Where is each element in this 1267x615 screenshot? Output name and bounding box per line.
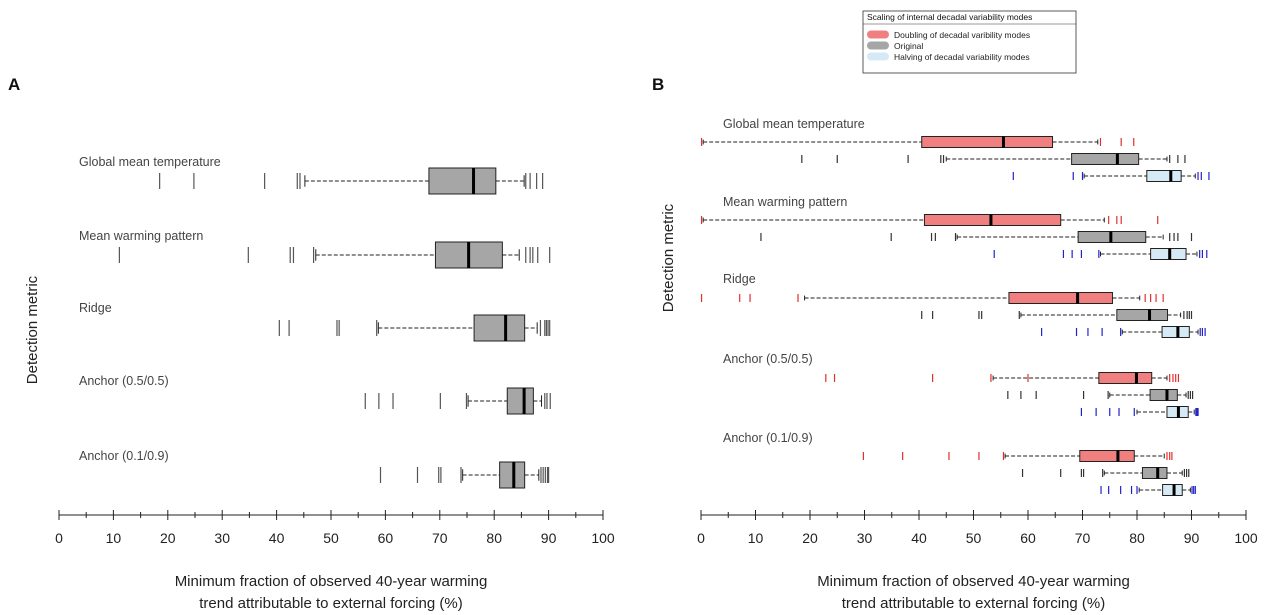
box-iqr [1161,326,1190,338]
box-iqr [923,214,1062,226]
box-iqr [1116,309,1169,321]
box-iqr [1149,389,1178,401]
box-iqr [1162,484,1183,496]
x-tick-label: 100 [591,530,615,546]
metric-group: Anchor (0.1/0.9) [723,431,1196,496]
x-tick-label: 70 [1075,530,1091,546]
x-tick-label: 50 [966,530,982,546]
y-axis-label: Detection metric [660,203,677,312]
metric-group: Anchor (0.5/0.5) [723,352,1199,418]
x-tick-label: 30 [857,530,873,546]
x-tick-label: 40 [911,530,927,546]
metric-label: Mean warming pattern [723,195,847,209]
x-tick-label: 30 [214,530,230,546]
x-tick-label: 90 [1184,530,1200,546]
legend-title: Scaling of internal decadal variability … [867,12,1032,22]
box-iqr [499,461,526,489]
metric-group: Global mean temperature [700,117,1210,182]
metric-group: Ridge [700,272,1206,338]
metric-label: Anchor (0.1/0.9) [79,449,169,463]
x-axis-label: Minimum fraction of observed 40-year war… [175,573,488,590]
metric-group: Global mean temperature [79,155,544,195]
metric-label: Ridge [723,272,756,286]
x-axis-label-line2: trend attributable to external forcing (… [199,595,462,612]
x-axis-label-line2: trend attributable to external forcing (… [842,595,1105,612]
box-iqr [428,167,497,195]
x-tick-label: 80 [1129,530,1145,546]
box-iqr [1098,372,1153,384]
metric-label: Mean warming pattern [79,229,203,243]
panel-a: A Detection metric 0 10 20 30 40 50 60 70 80 90 100 M… [8,75,615,612]
x-tick-label: 70 [432,530,448,546]
x-tick-label: 0 [55,530,63,546]
metric-label: Anchor (0.5/0.5) [723,352,813,366]
legend-item-label: Doubling of decadal varibility modes [894,30,1030,40]
x-tick-label: 20 [160,530,176,546]
x-tick-label: 80 [486,530,502,546]
x-tick-label: 10 [106,530,122,546]
metric-group: Mean warming pattern [700,195,1208,260]
panel-b: B Detection metric 0 10 20 30 40 50 60 70 80 90 100 M… [652,10,1258,612]
x-tick-label: 0 [697,530,705,546]
metric-label: Ridge [79,301,112,315]
legend-box [862,10,1077,74]
metric-group: Ridge [79,301,551,342]
x-tick-label: 90 [541,530,557,546]
legend-item-label: Halving of decadal variability modes [894,52,1030,62]
x-tick-label: 60 [378,530,394,546]
y-axis-label: Detection metric [24,275,41,384]
box-iqr [921,136,1054,148]
x-axis-label: Minimum fraction of observed 40-year war… [817,573,1130,590]
metric-group: Anchor (0.1/0.9) [79,449,550,489]
panel-letter: A [8,75,20,94]
x-tick-label: 50 [323,530,339,546]
legend-swatch [867,30,889,39]
legend-swatch [867,52,889,61]
panel-letter: B [652,75,664,94]
x-tick-label: 60 [1020,530,1036,546]
metric-label: Anchor (0.1/0.9) [723,431,813,445]
x-tick-label: 100 [1234,530,1258,546]
metric-group: Anchor (0.5/0.5) [79,374,551,415]
metric-group: Mean warming pattern [79,229,551,269]
box-iqr [1141,467,1168,479]
metric-label: Global mean temperature [79,155,221,169]
box-iqr [1079,450,1135,462]
legend-swatch [867,41,889,50]
x-tick-label: 40 [269,530,285,546]
x-tick-label: 10 [748,530,764,546]
box-iqr [1071,153,1140,165]
metric-label: Global mean temperature [723,117,865,131]
x-tick-label: 20 [802,530,818,546]
box-iqr [473,314,526,342]
box-iqr [506,387,534,415]
box-iqr [1008,292,1113,304]
legend: Scaling of internal decadal variability … [862,10,1077,74]
metric-label: Anchor (0.5/0.5) [79,374,169,388]
box-iqr [1146,170,1182,182]
legend-item-label: Original [894,41,923,51]
